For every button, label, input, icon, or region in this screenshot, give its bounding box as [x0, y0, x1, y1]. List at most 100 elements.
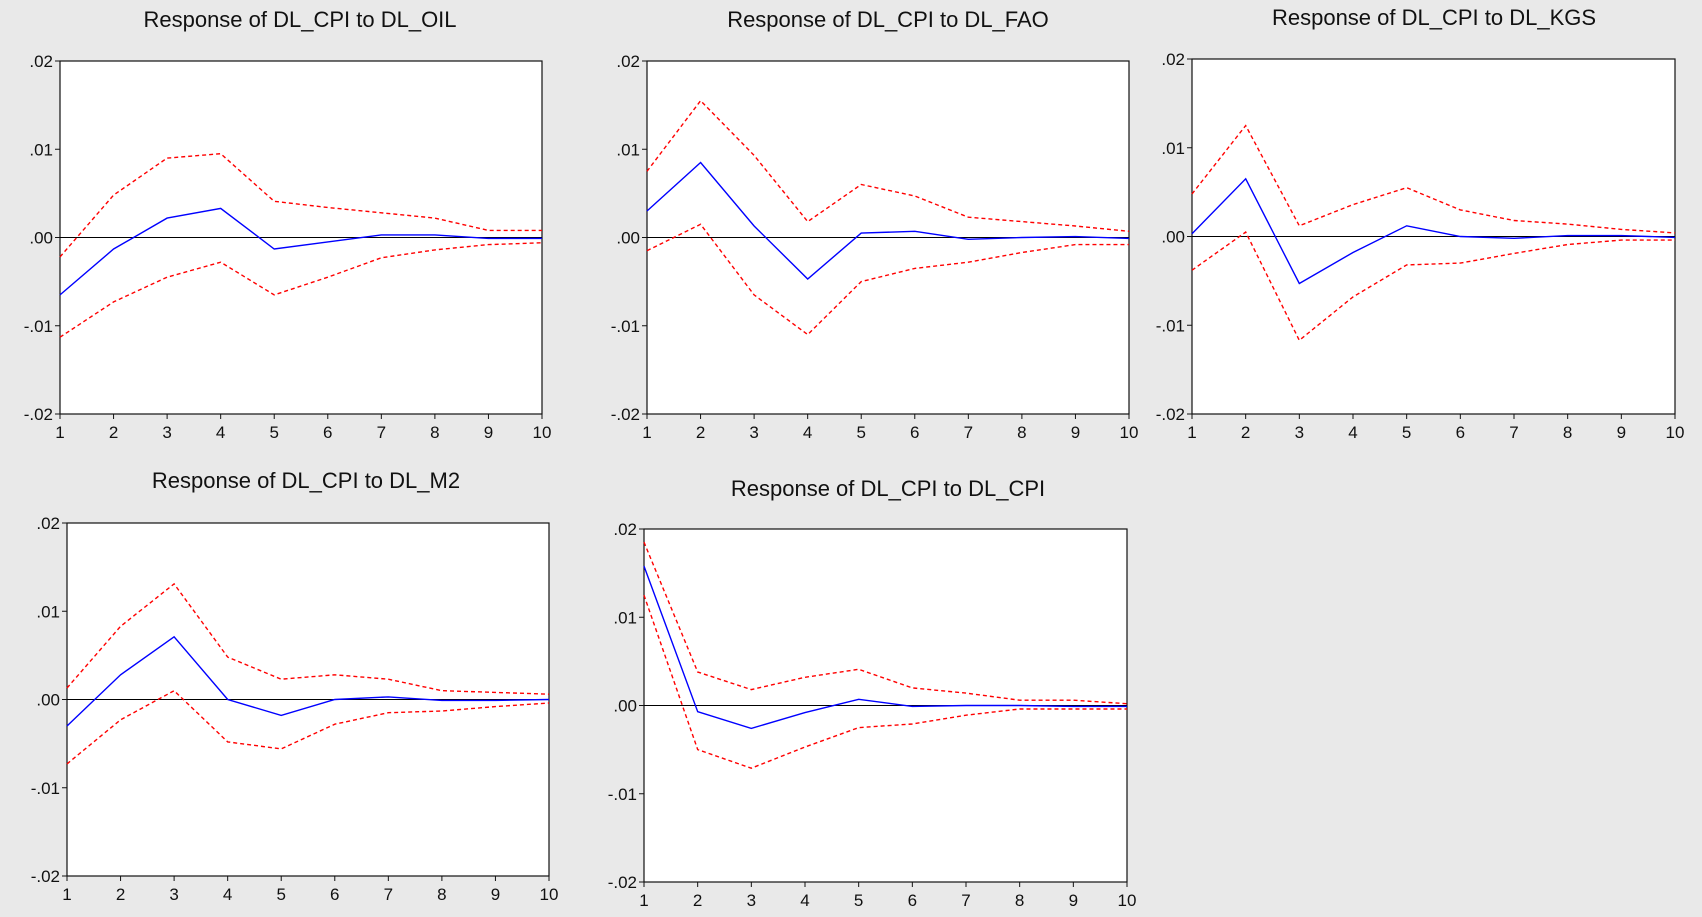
- x-tick-label: 2: [1241, 423, 1250, 442]
- x-tick-label: 2: [696, 423, 705, 442]
- y-tick-label: .01: [36, 602, 60, 621]
- x-tick-label: 7: [964, 423, 973, 442]
- y-tick-label: -.01: [24, 317, 53, 336]
- irf-panel-1: Response of DL_CPI to DL_OIL .02 .01 .00 -.0…: [24, 7, 552, 442]
- upper-band-line: [59, 152, 542, 258]
- x-tick-label: 8: [1017, 423, 1026, 442]
- y-tick-label: .02: [616, 52, 640, 71]
- x-tick-label: 7: [1509, 423, 1518, 442]
- x-tick-label: 3: [1295, 423, 1304, 442]
- lower-band-line: [643, 594, 1127, 769]
- x-tick-label: 6: [1456, 423, 1465, 442]
- x-tick-label: 2: [693, 891, 702, 910]
- x-tick-label: 1: [639, 891, 648, 910]
- x-tick-label: 3: [162, 423, 171, 442]
- x-tick-label: 4: [803, 423, 812, 442]
- x-tick-label: 2: [116, 885, 125, 904]
- panel-title: Response of DL_CPI to DL_OIL: [143, 7, 456, 32]
- x-tick-label: 9: [1617, 423, 1626, 442]
- x-tick-label: 8: [430, 423, 439, 442]
- response-line: [646, 161, 1130, 280]
- x-tick-label: 1: [1187, 423, 1196, 442]
- x-tick-label: 6: [323, 423, 332, 442]
- y-tick-label: .00: [616, 229, 640, 248]
- x-tick-label: 6: [908, 891, 917, 910]
- x-tick-label: 8: [1563, 423, 1572, 442]
- x-tick-label: 10: [1666, 423, 1685, 442]
- x-tick-label: 9: [484, 423, 493, 442]
- irf-panel-4: Response of DL_CPI to DL_M2 .02 .01 .00 -.01…: [31, 468, 559, 904]
- lower-band-line: [646, 223, 1129, 336]
- x-tick-label: 7: [377, 423, 386, 442]
- y-tick-label: .00: [36, 691, 60, 710]
- x-tick-label: 5: [1402, 423, 1411, 442]
- y-tick-label: .01: [613, 608, 637, 627]
- y-tick-label: -.02: [24, 405, 53, 424]
- x-tick-label: 10: [540, 885, 559, 904]
- x-tick-label: 5: [276, 885, 285, 904]
- x-tick-label: 5: [856, 423, 865, 442]
- x-tick-label: 9: [1071, 423, 1080, 442]
- x-tick-label: 1: [62, 885, 71, 904]
- x-tick-label: 4: [1348, 423, 1357, 442]
- panel-title: Response of DL_CPI to DL_CPI: [731, 476, 1045, 501]
- x-tick-label: 7: [384, 885, 393, 904]
- panel-title: Response of DL_CPI to DL_FAO: [727, 7, 1049, 32]
- y-tick-label: .01: [1161, 139, 1185, 158]
- panel-title: Response of DL_CPI to DL_KGS: [1272, 5, 1596, 30]
- y-tick-label: -.02: [608, 873, 637, 892]
- upper-band-line: [646, 99, 1130, 232]
- lower-band-line: [66, 689, 550, 765]
- x-tick-label: 10: [533, 423, 552, 442]
- y-tick-label: .00: [613, 697, 637, 716]
- x-tick-label: 6: [330, 885, 339, 904]
- upper-band-line: [66, 582, 550, 695]
- response-line: [1191, 177, 1676, 285]
- x-tick-label: 9: [491, 885, 500, 904]
- irf-panel-2: Response of DL_CPI to DL_FAO .02 .01 .00 -.0…: [611, 7, 1139, 442]
- upper-band-line: [1191, 124, 1676, 234]
- y-tick-label: -.01: [1156, 316, 1185, 335]
- lower-band-line: [59, 242, 543, 338]
- x-tick-label: 6: [910, 423, 919, 442]
- x-tick-label: 1: [642, 423, 651, 442]
- y-tick-label: .02: [36, 514, 60, 533]
- y-tick-label: -.02: [31, 867, 60, 886]
- x-tick-label: 9: [1069, 891, 1078, 910]
- y-tick-label: .00: [29, 229, 53, 248]
- x-tick-label: 3: [169, 885, 178, 904]
- x-tick-label: 4: [223, 885, 232, 904]
- y-tick-label: -.01: [611, 317, 640, 336]
- y-tick-label: -.01: [31, 779, 60, 798]
- response-line: [643, 565, 1127, 730]
- x-tick-label: 4: [800, 891, 809, 910]
- lower-band-line: [1191, 231, 1675, 342]
- x-tick-label: 8: [437, 885, 446, 904]
- x-tick-label: 10: [1118, 891, 1137, 910]
- upper-band-line: [643, 541, 1128, 705]
- irf-panel-3: Response of DL_CPI to DL_KGS .02 .01 .00 -.0…: [1156, 5, 1685, 442]
- response-line: [59, 207, 542, 296]
- x-tick-label: 10: [1120, 423, 1139, 442]
- x-tick-label: 8: [1015, 891, 1024, 910]
- irf-panel-5: Response of DL_CPI to DL_CPI .02 .01 .00 -.0…: [608, 476, 1137, 910]
- y-tick-label: -.01: [608, 785, 637, 804]
- y-tick-label: -.02: [611, 405, 640, 424]
- x-tick-label: 3: [749, 423, 758, 442]
- panel-title: Response of DL_CPI to DL_M2: [152, 468, 460, 493]
- y-tick-label: .02: [29, 52, 53, 71]
- x-tick-label: 5: [269, 423, 278, 442]
- x-tick-label: 4: [216, 423, 225, 442]
- y-tick-label: .00: [1161, 228, 1185, 247]
- y-tick-label: .01: [616, 140, 640, 159]
- response-line: [66, 635, 550, 727]
- x-tick-label: 7: [961, 891, 970, 910]
- x-tick-label: 5: [854, 891, 863, 910]
- x-tick-label: 1: [55, 423, 64, 442]
- y-tick-label: .02: [613, 520, 637, 539]
- y-tick-label: .02: [1161, 50, 1185, 69]
- y-tick-label: .01: [29, 140, 53, 159]
- y-tick-label: -.02: [1156, 405, 1185, 424]
- x-tick-label: 3: [747, 891, 756, 910]
